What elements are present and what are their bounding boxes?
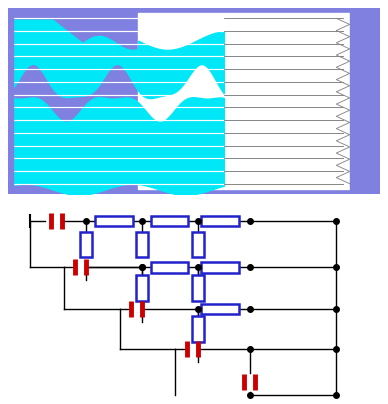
Bar bbox=[201, 304, 239, 314]
Bar bbox=[201, 216, 239, 226]
Bar bbox=[201, 262, 239, 273]
Bar bbox=[192, 231, 204, 257]
Bar bbox=[151, 262, 189, 273]
Bar bbox=[136, 276, 148, 301]
Bar bbox=[95, 216, 133, 226]
Bar bbox=[350, 8, 384, 194]
Bar bbox=[151, 216, 189, 226]
Bar bbox=[138, 13, 354, 189]
Bar bbox=[8, 8, 13, 194]
Bar bbox=[192, 276, 204, 301]
Bar bbox=[136, 231, 148, 257]
Bar bbox=[80, 231, 92, 257]
Bar bbox=[192, 316, 204, 342]
